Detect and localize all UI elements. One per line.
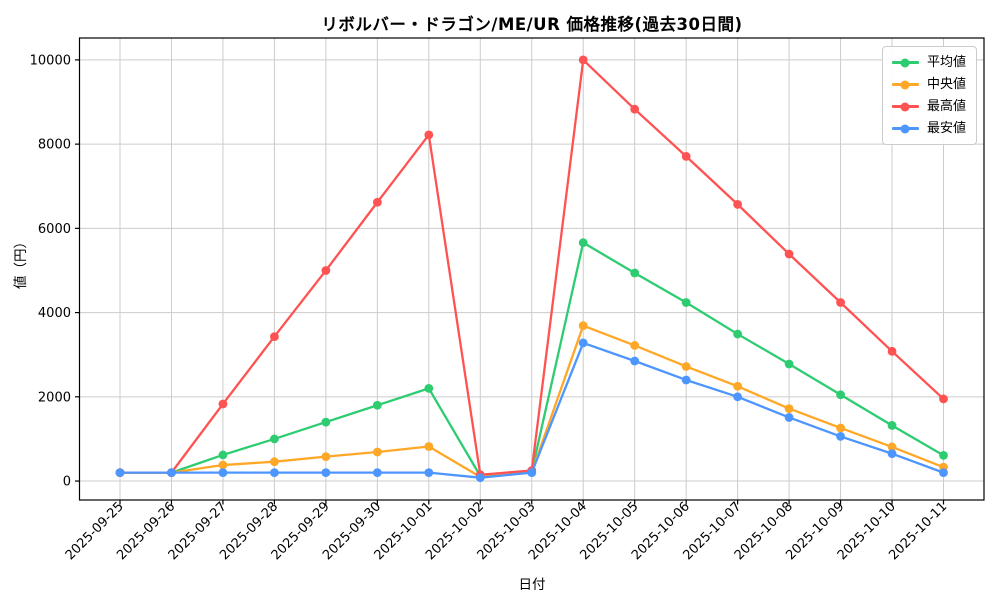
data-point-avg: [939, 450, 948, 460]
data-point-min: [939, 468, 948, 478]
data-point-median: [887, 442, 897, 452]
data-point-max: [321, 266, 331, 275]
y-tick-label: 8000: [38, 138, 71, 153]
y-tick-label: 6000: [38, 222, 71, 237]
legend-dot-icon: [900, 58, 910, 67]
data-point-avg: [424, 383, 434, 393]
data-point-min: [115, 468, 125, 478]
data-point-min: [167, 468, 176, 478]
data-point-min: [218, 468, 228, 478]
data-point-avg: [784, 359, 794, 369]
data-point-min: [527, 468, 537, 478]
legend-line-dot-icon: [891, 80, 919, 89]
data-point-max: [836, 298, 845, 307]
y-tick-label: 4000: [38, 306, 71, 321]
data-point-min: [424, 468, 434, 478]
legend-label: 平均値: [926, 55, 966, 70]
legend-dot-icon: [900, 80, 910, 89]
data-point-avg: [372, 400, 382, 410]
data-point-max: [887, 346, 897, 356]
data-point-min: [372, 468, 382, 478]
data-point-min: [784, 413, 794, 422]
data-point-median: [733, 381, 743, 391]
legend-line-dot-icon: [891, 124, 919, 133]
y-tick-label: 10000: [30, 53, 71, 68]
data-point-median: [836, 423, 845, 433]
data-point-avg: [887, 421, 897, 430]
data-point-max: [578, 55, 588, 65]
legend: 平均値中央値最高値最安値: [881, 46, 977, 145]
legend-item-max: 最高値: [891, 98, 966, 115]
data-point-max: [630, 104, 640, 114]
y-axis-label: 値（円）: [13, 235, 29, 289]
legend-label: 中央値: [926, 77, 966, 92]
data-point-min: [836, 432, 845, 441]
data-point-min: [733, 392, 743, 402]
chart-title: リボルバー・ドラゴン/ME/UR 価格推移(過去30日間): [321, 15, 743, 34]
data-point-min: [681, 375, 691, 385]
data-point-median: [578, 321, 588, 331]
data-point-median: [372, 447, 382, 457]
legend-label: 最高値: [926, 99, 966, 114]
y-tick-label: 2000: [38, 390, 71, 405]
data-point-min: [270, 468, 279, 478]
legend-item-avg: 平均値: [891, 54, 966, 71]
data-point-avg: [578, 238, 588, 248]
data-point-avg: [321, 417, 331, 427]
data-point-avg: [270, 434, 279, 444]
y-tick-label: 0: [63, 475, 71, 490]
legend-label: 最安値: [926, 121, 966, 136]
legend-dot-icon: [900, 102, 910, 111]
data-point-median: [321, 452, 331, 462]
data-point-min: [630, 356, 640, 366]
data-point-max: [424, 130, 434, 140]
data-point-max: [270, 332, 279, 341]
data-point-median: [218, 460, 228, 470]
data-point-median: [424, 442, 434, 451]
data-point-avg: [836, 390, 845, 400]
legend-line-dot-icon: [891, 102, 919, 111]
data-point-max: [733, 199, 743, 209]
data-point-median: [270, 457, 279, 467]
data-point-median: [681, 362, 691, 371]
data-point-min: [321, 468, 331, 478]
legend-item-min: 最安値: [891, 120, 966, 137]
x-axis-label: 日付: [518, 577, 546, 593]
data-point-min: [578, 338, 588, 348]
data-point-avg: [733, 329, 743, 339]
legend-item-median: 中央値: [891, 76, 966, 93]
data-point-max: [372, 197, 382, 207]
data-point-max: [784, 249, 794, 259]
data-point-min: [887, 449, 897, 459]
data-point-median: [630, 341, 640, 350]
data-point-avg: [681, 298, 691, 307]
data-point-max: [218, 399, 228, 409]
legend-dot-icon: [900, 124, 910, 133]
data-point-max: [939, 394, 948, 404]
data-point-min: [475, 473, 485, 483]
data-point-avg: [630, 268, 640, 278]
data-point-median: [784, 404, 794, 414]
legend-line-dot-icon: [891, 58, 919, 67]
data-point-max: [681, 151, 691, 161]
data-point-avg: [218, 450, 228, 460]
